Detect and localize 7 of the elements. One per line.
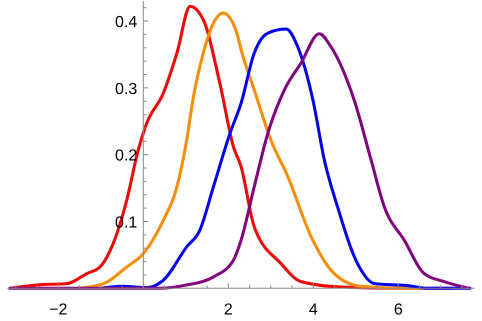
x-tick-label: 4 xyxy=(308,301,318,318)
x-tick-label: 2 xyxy=(224,301,233,318)
y-tick-label: 0.3 xyxy=(115,80,138,98)
x-tick-label: 6 xyxy=(394,301,403,318)
x-tick-label: −2 xyxy=(49,301,68,318)
y-tick-label: 0.4 xyxy=(115,14,138,32)
line-series xyxy=(99,28,472,290)
